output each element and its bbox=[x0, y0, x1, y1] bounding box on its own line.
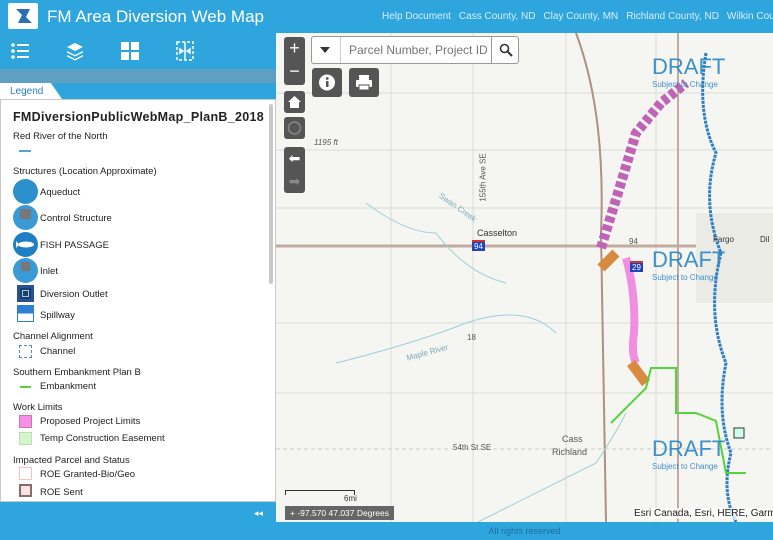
history-control: ⬅ ➡ bbox=[284, 147, 305, 193]
road-label-18: 18 bbox=[467, 333, 476, 342]
draft-watermark: DRAFT bbox=[652, 247, 726, 272]
legend-panel: FMDiversionPublicWebMap_PlanB_2018 Red R… bbox=[0, 99, 276, 502]
legend-scrollbar[interactable] bbox=[269, 104, 273, 284]
identify-button[interactable] bbox=[312, 68, 342, 97]
link-help-document[interactable]: Help Document bbox=[382, 11, 451, 22]
search-widget bbox=[311, 36, 519, 64]
layers-icon[interactable] bbox=[65, 41, 85, 61]
draft-subtitle: Subject to Change bbox=[652, 462, 718, 471]
legend-fish-passage: FISH PASSAGE bbox=[40, 240, 109, 251]
legend-easement: Temp Construction Easement bbox=[40, 433, 165, 444]
home-button[interactable] bbox=[284, 91, 305, 113]
legend-list-icon[interactable] bbox=[10, 41, 30, 61]
embankment-swatch bbox=[20, 386, 31, 388]
legend-spillway: Spillway bbox=[40, 310, 75, 321]
diversion-outlet-icon bbox=[17, 285, 34, 302]
locate-button[interactable] bbox=[284, 117, 305, 139]
elevation-label: 1195 ft bbox=[314, 138, 338, 147]
legend-parcel-heading: Impacted Parcel and Status bbox=[13, 455, 130, 466]
fish-icon bbox=[13, 232, 38, 257]
draft-watermark: DRAFT bbox=[652, 436, 726, 461]
basemap-grid-icon[interactable] bbox=[120, 41, 140, 61]
legend-embankment: Embankment bbox=[40, 381, 96, 392]
inlet-icon bbox=[13, 258, 38, 283]
search-input[interactable] bbox=[340, 37, 492, 63]
road-label-94: 94 bbox=[629, 237, 638, 246]
legend-structures-heading: Structures (Location Approximate) bbox=[13, 166, 157, 177]
project-limits-swatch bbox=[19, 415, 32, 428]
panel-toolbar bbox=[0, 33, 276, 69]
search-icon[interactable] bbox=[499, 43, 513, 57]
zoom-control: + − bbox=[284, 37, 305, 85]
town-label-fargo: Fargo bbox=[713, 235, 734, 244]
draft-watermark: DRAFT bbox=[652, 54, 726, 79]
panel-footer bbox=[0, 502, 276, 540]
map-view[interactable]: 1195 ft 155th Ave SE Swan Creek Casselto… bbox=[276, 33, 773, 522]
town-label-casselton: Casselton bbox=[477, 228, 518, 238]
legend-channel: Channel bbox=[40, 346, 76, 357]
info-icon bbox=[319, 74, 335, 91]
compare-split-icon[interactable] bbox=[175, 41, 195, 61]
draft-subtitle: Subject to Change bbox=[652, 80, 718, 89]
county-label-cass: Cass bbox=[562, 434, 583, 444]
link-cass-county[interactable]: Cass County, ND bbox=[458, 11, 536, 22]
panel-strip bbox=[0, 69, 276, 83]
scale-label: 6mi bbox=[344, 494, 357, 503]
roe-sent-swatch bbox=[19, 484, 32, 497]
coordinate-value: -97.570 47.037 Degrees bbox=[297, 508, 390, 518]
crosshair-icon: + bbox=[290, 508, 298, 518]
roe-granted-swatch bbox=[19, 467, 32, 480]
road-label: 155th Ave SE bbox=[478, 153, 488, 202]
tab-legend[interactable]: Legend bbox=[0, 83, 62, 99]
interstate-29-shield: 29 bbox=[630, 261, 643, 272]
printer-icon bbox=[356, 75, 372, 91]
map-attribution: Esri Canada, Esri, HERE, Garmin bbox=[634, 508, 773, 519]
zoom-in-button[interactable]: + bbox=[289, 38, 300, 58]
home-icon bbox=[288, 96, 301, 108]
interstate-94-shield: 94 bbox=[472, 240, 485, 251]
back-arrow-icon[interactable]: ⬅ bbox=[288, 150, 301, 166]
town-label-dil: Dil bbox=[760, 235, 770, 244]
channel-swatch bbox=[19, 345, 32, 358]
legend-red-river: Red River of the North bbox=[13, 131, 108, 142]
collapse-panel-button[interactable]: ◂◂ bbox=[254, 508, 264, 518]
footer-rights: All rights reserved bbox=[276, 522, 773, 540]
app-title: FM Area Diversion Web Map bbox=[47, 7, 264, 26]
legend-aqueduct: Aqueduct bbox=[40, 187, 81, 198]
map-canvas bbox=[276, 33, 773, 522]
road-label-54th: 54th St SE bbox=[453, 443, 492, 452]
legend-channel-heading: Channel Alignment bbox=[13, 331, 93, 342]
county-label-richland: Richland bbox=[552, 447, 588, 457]
link-wilkin-county[interactable]: Wilkin County, bbox=[726, 11, 773, 22]
legend-roe-sent: ROE Sent bbox=[40, 487, 83, 498]
legend-roe-granted: ROE Granted-Bio/Geo bbox=[40, 469, 136, 480]
legend-work-heading: Work Limits bbox=[13, 402, 63, 413]
app-header: FM Area Diversion Web Map Help Document C… bbox=[0, 0, 773, 33]
river-line-swatch bbox=[19, 150, 31, 152]
coordinate-readout[interactable]: + -97.570 47.037 Degrees bbox=[285, 506, 395, 520]
zoom-out-button[interactable]: − bbox=[289, 61, 300, 81]
locate-icon bbox=[287, 121, 302, 135]
app-logo bbox=[8, 3, 38, 29]
legend-diversion-outlet: Diversion Outlet bbox=[40, 289, 108, 300]
legend-title: FMDiversionPublicWebMap_PlanB_2018 bbox=[13, 110, 265, 124]
link-richland-county[interactable]: Richland County, ND bbox=[626, 11, 719, 22]
draft-subtitle: Subject to Change bbox=[652, 273, 718, 282]
print-button[interactable] bbox=[349, 68, 379, 97]
legend-embankment-heading: Southern Embankment Plan B bbox=[13, 367, 141, 378]
tab-bar bbox=[0, 83, 276, 99]
search-source-dropdown[interactable] bbox=[320, 47, 330, 53]
legend-control-structure: Control Structure bbox=[40, 213, 112, 224]
aqueduct-icon bbox=[13, 179, 38, 204]
spillway-icon bbox=[17, 305, 34, 322]
legend-project-limits: Proposed Project Limits bbox=[40, 416, 141, 427]
link-clay-county[interactable]: Clay County, MN bbox=[543, 11, 619, 22]
forward-arrow-icon[interactable]: ➡ bbox=[288, 173, 301, 189]
easement-swatch bbox=[19, 432, 32, 445]
header-links: Help Document Cass County, ND Clay County,… bbox=[382, 11, 773, 22]
legend-inlet: Inlet bbox=[40, 266, 58, 277]
control-structure-icon bbox=[13, 205, 38, 230]
scale-bar bbox=[285, 490, 355, 495]
